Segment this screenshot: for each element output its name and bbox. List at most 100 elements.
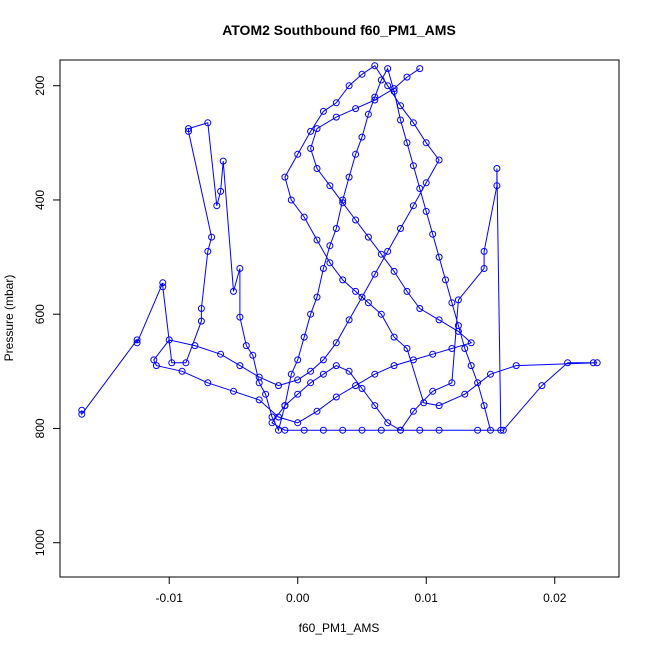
data-point [448, 345, 456, 352]
data-point [182, 359, 190, 367]
data-point [409, 202, 417, 210]
data-point [397, 116, 404, 124]
data-point [422, 179, 430, 187]
data-point [358, 426, 366, 434]
data-point [313, 236, 321, 244]
data-point [429, 350, 437, 358]
data-point [358, 70, 366, 78]
data-point [307, 127, 315, 135]
data-point [352, 382, 360, 390]
data-point [403, 345, 411, 352]
data-point [313, 407, 321, 415]
data-point [371, 270, 379, 278]
data-point [352, 150, 360, 158]
data-point [371, 93, 379, 101]
data-point [319, 265, 327, 272]
data-point [249, 351, 257, 359]
series-line [81, 65, 598, 432]
x-tick-label: 0.02 [543, 591, 567, 605]
data-point [345, 367, 353, 375]
data-point [150, 356, 158, 364]
data-point [332, 393, 340, 401]
data-point [326, 182, 334, 190]
data-point [487, 426, 494, 434]
data-point [448, 299, 456, 307]
data-point [435, 156, 443, 164]
data-point [185, 125, 192, 133]
data-point [377, 76, 385, 84]
data-point [409, 119, 417, 127]
data-point [409, 356, 417, 364]
data-point [208, 233, 216, 241]
data-point [371, 96, 379, 104]
data-point [217, 350, 225, 358]
data-point [262, 390, 270, 398]
data-point [236, 362, 244, 370]
data-point [236, 265, 244, 272]
data-point [339, 199, 347, 207]
data-point [133, 339, 141, 347]
data-point [300, 213, 308, 221]
data-point [352, 216, 360, 224]
x-axis-label: f60_PM1_AMS [299, 621, 380, 635]
data-point [448, 379, 456, 387]
data-point [416, 426, 424, 434]
y-axis: 200 400 600 800 1000 [33, 75, 60, 556]
data-point [497, 426, 505, 434]
data-point [159, 279, 167, 287]
data-point [204, 119, 212, 127]
data-point [287, 370, 295, 378]
data-point [384, 247, 392, 255]
data-point [454, 296, 462, 304]
data-point [185, 127, 192, 135]
data-point [435, 426, 443, 434]
data-point [204, 247, 212, 255]
data-point [281, 402, 289, 410]
plot-frame [59, 59, 620, 578]
data-point [332, 339, 340, 347]
data-point [133, 336, 141, 344]
data-point [159, 283, 167, 291]
data-point [480, 265, 488, 272]
data-point [236, 313, 244, 321]
data-point [384, 82, 392, 90]
data-point [78, 406, 86, 414]
data-point [275, 413, 282, 421]
data-point [307, 367, 315, 375]
data-point [499, 426, 507, 434]
data-point [564, 359, 572, 367]
data-point [593, 359, 601, 367]
data-point [480, 402, 488, 410]
data-point [326, 259, 334, 267]
y-tick-label: 400 [33, 190, 47, 210]
chart-title: ATOM2 Southbound f60_PM1_AMS [222, 22, 456, 38]
data-point [230, 387, 237, 395]
y-tick-label: 800 [33, 418, 47, 438]
data-point [319, 107, 327, 115]
data-point [384, 419, 392, 427]
data-point [255, 373, 263, 381]
data-point [371, 62, 379, 70]
data-point [390, 362, 398, 370]
data-point [397, 102, 404, 110]
data-point [307, 145, 315, 152]
y-tick-label: 1000 [33, 529, 47, 556]
data-point [390, 267, 398, 275]
data-point [300, 333, 308, 341]
data-point [403, 139, 411, 147]
data-point [78, 410, 86, 418]
data-point [307, 310, 315, 318]
data-point [416, 185, 424, 192]
data-point [467, 339, 475, 347]
data-point [242, 342, 250, 350]
x-tick-label: 0.00 [286, 591, 310, 605]
x-tick-label: -0.01 [156, 591, 184, 605]
series-group [78, 62, 601, 434]
data-point [364, 233, 372, 241]
data-point [345, 173, 353, 181]
data-point [384, 65, 392, 73]
data-point [213, 202, 221, 210]
data-point [409, 162, 417, 170]
data-point [332, 362, 340, 370]
data-point [403, 73, 411, 81]
